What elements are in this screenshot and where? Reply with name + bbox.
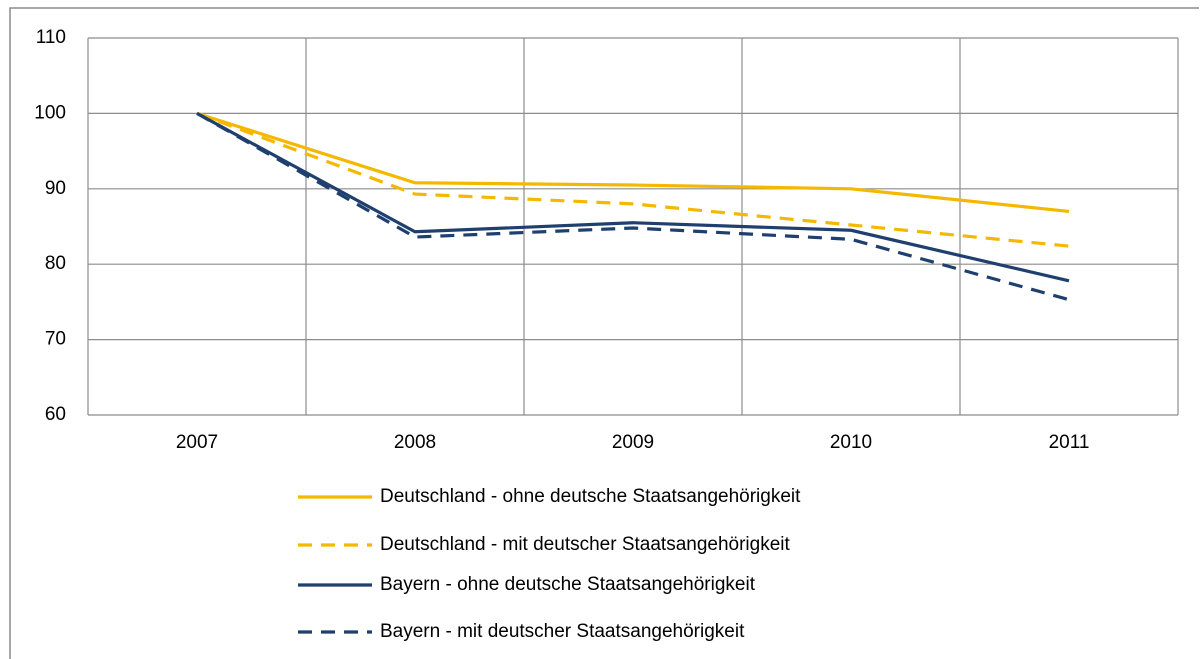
y-tick-label: 60 (45, 404, 66, 425)
line-series (196, 111, 1070, 248)
x-tick-label: 2008 (394, 432, 436, 453)
y-tick-label: 70 (45, 329, 66, 350)
legend-label: Bayern - ohne deutsche Staatsangehörigke… (380, 574, 756, 595)
line-series (196, 111, 1070, 283)
legend-label: Deutschland - ohne deutsche Staatsangehö… (380, 486, 801, 507)
y-tick-label: 100 (34, 102, 66, 123)
y-tick-label: 90 (45, 178, 66, 199)
line-series (196, 112, 1070, 302)
x-tick-label: 2011 (1049, 432, 1090, 453)
y-tick-label: 110 (36, 27, 66, 48)
x-tick-label: 2007 (176, 432, 218, 453)
x-tick-label: 2010 (830, 432, 872, 453)
frame (9, 7, 1199, 659)
legend-label: Deutschland - mit deutscher Staatsangehö… (380, 534, 791, 555)
line-series (196, 111, 1070, 214)
y-tick-label: 80 (45, 253, 66, 274)
x-tick-label: 2009 (612, 432, 654, 453)
legend-label: Bayern - mit deutscher Staatsangehörigke… (380, 621, 745, 642)
